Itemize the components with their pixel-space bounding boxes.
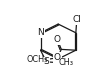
Text: O: O [54, 53, 61, 62]
Text: S: S [43, 57, 49, 66]
Text: CH₃: CH₃ [58, 58, 73, 67]
Text: O: O [54, 35, 61, 44]
Text: N: N [55, 54, 62, 63]
Text: Cl: Cl [72, 15, 81, 24]
Text: N: N [37, 28, 44, 37]
Text: OCH₃: OCH₃ [26, 55, 48, 64]
